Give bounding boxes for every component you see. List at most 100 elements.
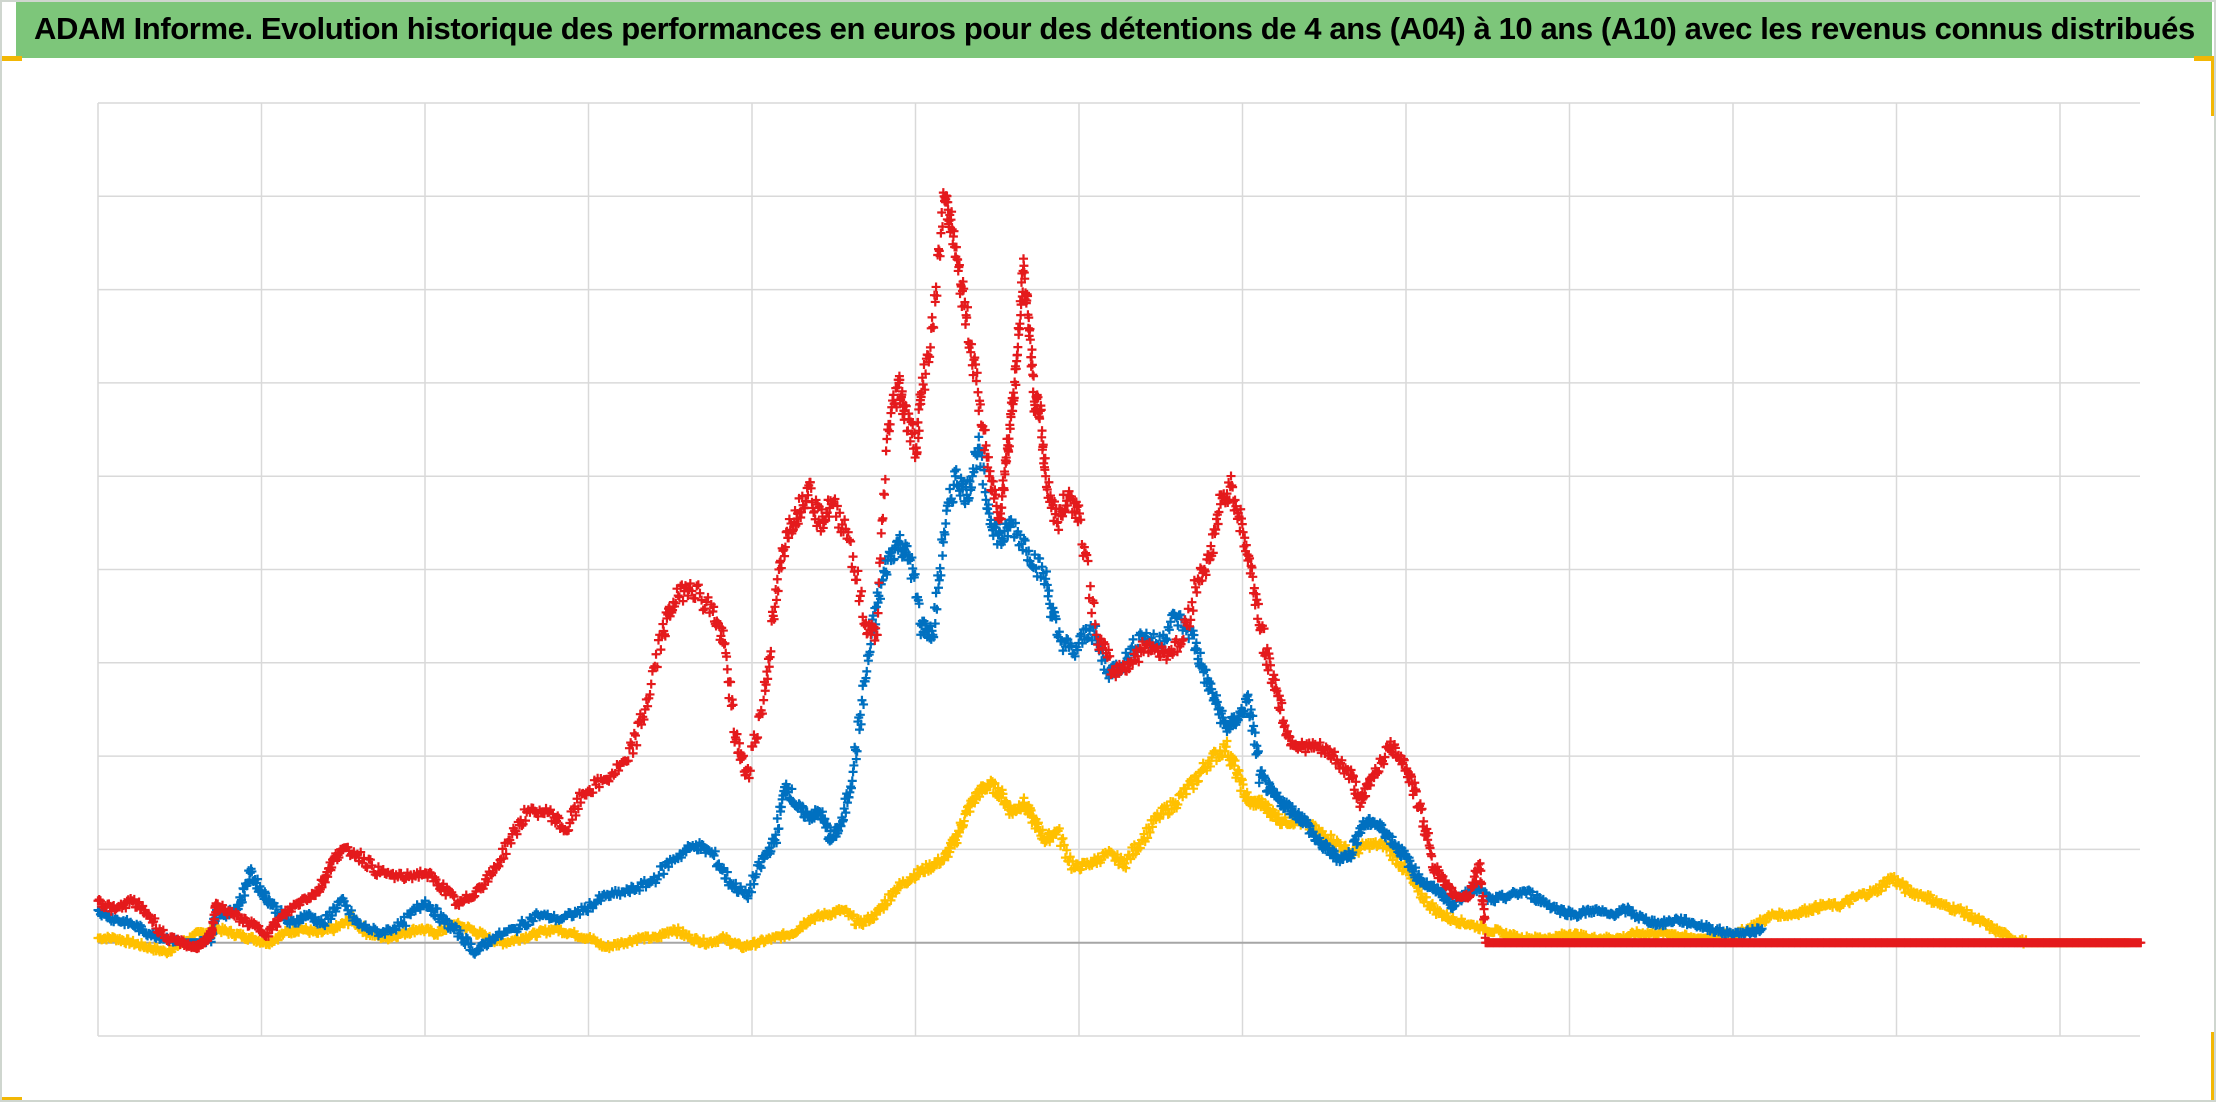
data-point-a10 — [1967, 909, 1977, 919]
data-point-a04 — [974, 406, 984, 416]
data-point-a04 — [1275, 705, 1285, 715]
data-point-a04 — [1249, 583, 1259, 593]
data-point-a04 — [998, 475, 1008, 485]
data-point-a10 — [1129, 840, 1139, 850]
title-bar: ADAM Informe. Evolution historique des p… — [16, 0, 2212, 58]
data-point-a04 — [1037, 426, 1047, 436]
data-point-a10 — [1076, 864, 1086, 874]
data-point-a10 — [1426, 900, 1436, 910]
data-point-a10 — [238, 929, 248, 939]
data-point-a10 — [1761, 916, 1771, 926]
data-point-a10 — [1925, 890, 1935, 900]
series-mid — [93, 432, 1767, 959]
data-point-a04 — [882, 434, 892, 444]
data-point-a10 — [1421, 892, 1431, 902]
data-point-mid — [862, 666, 872, 676]
data-point-a04 — [1192, 587, 1202, 597]
data-point-a10 — [1326, 830, 1336, 840]
data-point-a10 — [881, 900, 891, 910]
data-point-a10 — [1442, 908, 1452, 918]
data-point-a10 — [1876, 886, 1886, 896]
data-point-a10 — [998, 789, 1008, 799]
data-point-a10 — [975, 792, 985, 802]
data-point-a04 — [1026, 361, 1036, 371]
data-point-a10 — [1222, 736, 1232, 746]
data-point-a10 — [1065, 852, 1075, 862]
corner-accent-top-left — [0, 56, 22, 61]
data-point-a04 — [927, 312, 937, 322]
data-point-a10 — [724, 934, 734, 944]
data-point-a10 — [965, 807, 975, 817]
corner-accent-bottom-right — [2211, 1032, 2216, 1102]
data-point-a04 — [997, 491, 1007, 501]
data-point-a10 — [1844, 899, 1854, 909]
data-point-a04 — [918, 379, 928, 389]
data-point-a04 — [848, 552, 858, 562]
data-point-a10 — [1427, 898, 1437, 908]
data-point-a10 — [1019, 793, 1029, 803]
data-point-a10 — [928, 863, 938, 873]
data-point-a04 — [1085, 581, 1095, 591]
data-point-a10 — [691, 932, 701, 942]
data-point-mid — [941, 518, 951, 528]
data-point-a10 — [1026, 805, 1036, 815]
data-point-a04 — [1253, 614, 1263, 624]
data-point-a04 — [880, 490, 889, 500]
data-point-a04 — [1027, 345, 1037, 355]
data-point-a10 — [1193, 776, 1203, 786]
data-point-mid — [974, 432, 984, 442]
data-point-a10 — [734, 938, 744, 948]
data-point-a04 — [365, 855, 375, 865]
data-point-a10 — [1896, 878, 1906, 888]
data-point-a04 — [1054, 525, 1064, 535]
data-point-a10 — [943, 852, 953, 862]
data-point-a10 — [990, 778, 1000, 788]
data-point-a04 — [759, 695, 769, 705]
data-point-a10 — [1187, 779, 1197, 789]
data-point-a04 — [1040, 453, 1050, 463]
data-point-a04 — [722, 664, 732, 674]
data-point-mid — [1128, 634, 1138, 644]
data-point-a10 — [1173, 800, 1183, 810]
data-point-a04 — [651, 649, 661, 659]
data-point-a10 — [1135, 843, 1145, 853]
data-point-a10 — [1230, 756, 1240, 766]
chart-title: ADAM Informe. Evolution historique des p… — [34, 11, 2195, 46]
data-point-a04 — [693, 580, 703, 590]
data-point-a10 — [1189, 784, 1199, 794]
data-point-a10 — [903, 878, 913, 888]
data-point-a04 — [1188, 606, 1198, 616]
data-point-a04 — [1479, 904, 1489, 914]
data-point-a10 — [1236, 786, 1246, 796]
data-point-a10 — [1181, 789, 1191, 799]
data-point-a10 — [954, 827, 964, 837]
data-point-a04 — [1012, 350, 1022, 360]
data-point-a04 — [876, 528, 886, 538]
data-point-a10 — [1058, 833, 1068, 843]
data-point-mid — [934, 575, 944, 585]
data-point-a10 — [1220, 746, 1230, 756]
data-point-a10 — [1234, 766, 1244, 776]
corner-accent-bottom-left — [0, 1097, 22, 1102]
data-point-mid — [776, 802, 786, 812]
data-point-a04 — [999, 485, 1009, 495]
data-point-a10 — [1033, 818, 1043, 828]
data-point-a04 — [1015, 319, 1025, 329]
data-point-mid — [938, 551, 948, 561]
data-point-mid — [978, 479, 988, 489]
data-point-a04 — [1240, 533, 1250, 543]
data-point-mid — [1044, 586, 1054, 596]
data-point-a10 — [1145, 827, 1155, 837]
data-point-a10 — [1155, 814, 1165, 824]
data-point-a10 — [1280, 812, 1290, 822]
data-point-a04 — [855, 591, 865, 601]
data-point-a10 — [847, 911, 857, 921]
data-point-a10 — [1059, 840, 1069, 850]
data-series — [93, 188, 2146, 959]
data-point-a10 — [1054, 823, 1064, 833]
data-point-a04 — [656, 645, 666, 655]
data-point-a10 — [1037, 825, 1047, 835]
data-point-a10 — [945, 847, 955, 857]
data-point-a04 — [646, 679, 656, 689]
